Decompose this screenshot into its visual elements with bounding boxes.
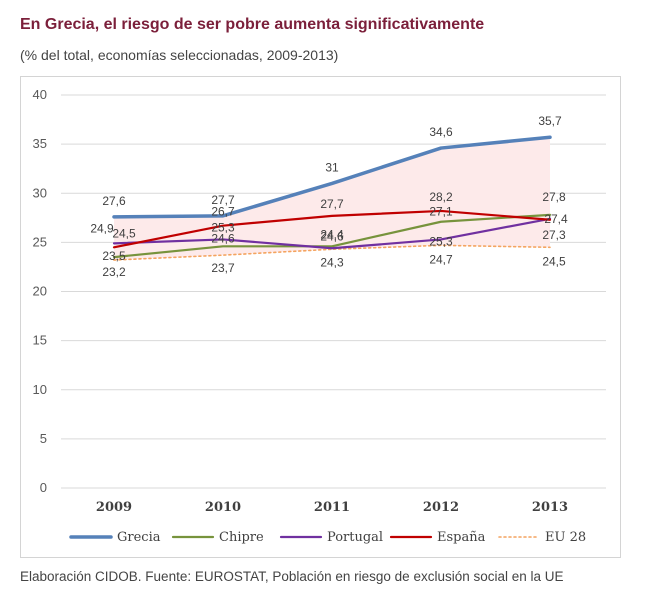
y-tick-label: 20 xyxy=(33,284,47,299)
y-tick-label: 35 xyxy=(33,136,47,151)
data-label-grecia-2012: 34,6 xyxy=(429,125,453,139)
legend-label-chipre: Chipre xyxy=(219,530,264,545)
shaded-band xyxy=(114,137,550,261)
data-label-portugal-2012: 25,3 xyxy=(429,234,453,248)
data-label-eu-28-2013: 24,5 xyxy=(542,254,566,268)
series-line-españa xyxy=(112,209,552,249)
data-label-portugal-2009: 24,9 xyxy=(90,221,114,235)
x-tick-label-2013: 2013 xyxy=(532,500,568,515)
data-label-portugal-2010: 25,3 xyxy=(211,220,235,234)
line-chart: 0 5 10 15 20 25 30 35 40 2009 2010 2011 2012 2013 27,6… xyxy=(33,87,606,545)
data-label-grecia-2009: 27,6 xyxy=(102,194,126,208)
y-tick-label: 5 xyxy=(40,431,47,446)
data-label-grecia-2013: 35,7 xyxy=(538,114,562,128)
source-note: Elaboración CIDOB. Fuente: EUROSTAT, Pob… xyxy=(20,569,564,584)
data-label-eu-28-2012: 24,7 xyxy=(429,252,453,266)
legend-label-portugal: Portugal xyxy=(327,530,383,545)
series-line-eu-28 xyxy=(113,244,551,261)
y-tick-label: 30 xyxy=(33,185,47,200)
x-tick-label-2012: 2012 xyxy=(423,500,459,515)
data-label-españa-2009: 24,5 xyxy=(112,226,136,240)
data-label-eu-28-2010: 23,7 xyxy=(211,261,235,275)
x-tick-label-2010: 2010 xyxy=(205,500,241,515)
chart-frame: 0 5 10 15 20 25 30 35 40 2009 2010 2011 2012 2013 27,6… xyxy=(20,76,621,558)
data-label-chipre-2011: 24,6 xyxy=(320,229,344,243)
y-tick-label: 10 xyxy=(33,382,47,397)
data-label-españa-2011: 27,7 xyxy=(320,197,344,211)
data-label-eu-28-2009: 23,2 xyxy=(102,265,126,279)
x-tick-label-2009: 2009 xyxy=(96,500,132,515)
data-label-chipre-2013: 27,8 xyxy=(542,190,566,204)
chart-title: En Grecia, el riesgo de ser pobre aument… xyxy=(20,16,485,33)
y-tick-label: 15 xyxy=(33,333,47,348)
data-label-grecia-2010: 27,7 xyxy=(211,193,235,207)
legend-label-eu-28: EU 28 xyxy=(545,530,586,545)
data-label-españa-2013: 27,3 xyxy=(542,228,566,242)
series-line-grecia xyxy=(112,135,552,219)
data-label-portugal-2013: 27,4 xyxy=(544,212,568,226)
data-label-españa-2010: 26,7 xyxy=(211,205,235,219)
y-tick-label: 0 xyxy=(40,480,47,495)
data-label-españa-2012: 28,2 xyxy=(429,190,453,204)
data-label-chipre-2010: 24,6 xyxy=(211,231,235,245)
chart-subtitle: (% del total, economías seleccionadas, 2… xyxy=(20,47,339,63)
data-label-chipre-2009: 23,5 xyxy=(102,249,126,263)
data-label-portugal-2011: 24,4 xyxy=(320,227,344,241)
data-label-chipre-2012: 27,1 xyxy=(429,205,453,219)
data-label-eu-28-2011: 24,3 xyxy=(320,255,344,269)
legend-label-españa: España xyxy=(437,530,486,545)
x-tick-label-2011: 2011 xyxy=(314,500,350,515)
legend-label-grecia: Grecia xyxy=(117,530,161,545)
y-tick-label: 25 xyxy=(33,234,47,249)
y-tick-label: 40 xyxy=(33,87,47,102)
series-line-chipre xyxy=(112,213,552,259)
data-label-grecia-2011: 31 xyxy=(325,160,339,174)
series-line-portugal xyxy=(112,217,552,250)
